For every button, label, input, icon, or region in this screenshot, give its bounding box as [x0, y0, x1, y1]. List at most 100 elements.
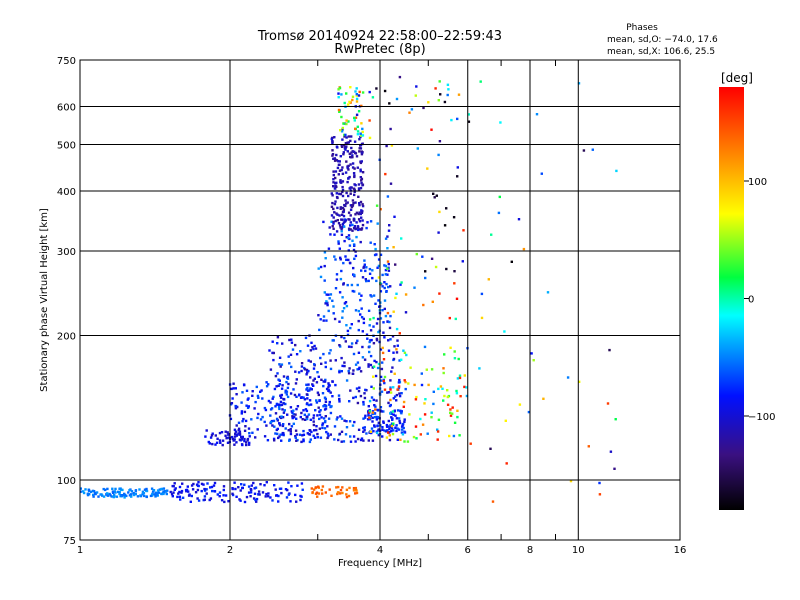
- echo-point: [457, 93, 461, 96]
- echo-point: [443, 394, 446, 398]
- echo-point: [305, 383, 308, 386]
- echo-point: [254, 486, 258, 489]
- echo-point: [421, 423, 425, 426]
- echo-point: [339, 192, 343, 196]
- echo-point: [338, 400, 341, 403]
- echo-point: [343, 225, 346, 228]
- echo-point: [266, 439, 270, 442]
- echo-point: [269, 368, 273, 371]
- echo-point: [196, 488, 200, 492]
- echo-point: [363, 396, 367, 400]
- echo-point: [334, 170, 338, 173]
- echo-point: [373, 424, 376, 427]
- echo-point: [349, 440, 353, 443]
- echo-point: [220, 499, 224, 502]
- echo-point: [348, 218, 351, 221]
- echo-point: [391, 417, 394, 420]
- echo-point: [209, 486, 212, 489]
- echo-point: [355, 94, 358, 97]
- echo-point: [387, 401, 390, 405]
- echo-point: [304, 418, 307, 421]
- echo-point: [360, 294, 363, 297]
- echo-point: [348, 100, 351, 104]
- echo-point: [173, 488, 176, 491]
- echo-point: [342, 144, 346, 147]
- echo-point: [372, 398, 375, 402]
- echo-point: [392, 357, 396, 361]
- echo-point: [330, 205, 334, 208]
- echo-point: [285, 380, 288, 384]
- echo-point: [353, 273, 356, 277]
- echo-point: [351, 372, 355, 375]
- echo-point: [289, 406, 293, 409]
- echo-point: [309, 387, 312, 390]
- echo-point: [517, 218, 521, 221]
- echo-point: [102, 487, 105, 491]
- echo-point: [343, 336, 346, 340]
- echo-point: [354, 440, 357, 443]
- echo-point: [271, 351, 274, 355]
- echo-point: [412, 435, 416, 439]
- echo-point: [312, 417, 315, 420]
- echo-point: [360, 134, 363, 137]
- echo-point: [240, 401, 243, 404]
- echo-point: [209, 436, 213, 439]
- echo-point: [530, 352, 533, 355]
- echo-point: [360, 437, 364, 440]
- echo-point: [269, 496, 272, 499]
- echo-point: [280, 387, 284, 390]
- echo-point: [281, 424, 285, 428]
- echo-point: [319, 318, 322, 321]
- echo-point: [128, 494, 132, 497]
- echo-point: [359, 147, 363, 150]
- echo-point: [388, 320, 391, 324]
- echo-point: [268, 349, 271, 352]
- echo-point: [408, 413, 411, 416]
- echo-point: [345, 493, 348, 496]
- echo-point: [334, 176, 337, 180]
- echo-point: [358, 203, 361, 207]
- echo-point: [390, 416, 393, 419]
- echo-point: [427, 383, 430, 387]
- echo-point: [381, 346, 384, 350]
- echo-point: [294, 435, 297, 438]
- echo-point: [260, 389, 263, 392]
- echo-point: [280, 363, 284, 366]
- y-tick-label: 75: [63, 536, 76, 547]
- echo-point: [356, 361, 360, 364]
- echo-point: [338, 214, 341, 217]
- echo-point: [279, 400, 283, 404]
- echo-point: [286, 413, 289, 416]
- echo-point: [453, 357, 457, 360]
- echo-point: [379, 375, 383, 379]
- x-tick-label: 8: [527, 545, 533, 556]
- echo-point: [165, 492, 168, 496]
- echo-point: [235, 424, 238, 427]
- echo-point: [372, 430, 375, 433]
- echo-point: [221, 439, 225, 442]
- echo-point: [384, 237, 388, 240]
- echo-point: [267, 492, 270, 495]
- echo-point: [341, 128, 344, 131]
- echo-point: [301, 418, 304, 421]
- echo-point: [157, 491, 161, 494]
- echo-point: [398, 378, 401, 382]
- echo-point: [353, 190, 356, 193]
- echo-point: [400, 431, 404, 434]
- echo-point: [220, 431, 224, 434]
- echo-point: [316, 436, 319, 439]
- echo-point: [305, 388, 308, 391]
- x-tick-label: 6: [465, 545, 471, 556]
- echo-point: [385, 144, 388, 148]
- echo-point: [305, 409, 309, 413]
- echo-point: [335, 185, 338, 188]
- echo-point: [362, 321, 366, 325]
- echo-point: [479, 80, 482, 83]
- echo-point: [330, 494, 333, 497]
- echo-point: [348, 244, 352, 247]
- echo-point: [210, 485, 214, 489]
- echo-point: [305, 417, 309, 421]
- echo-point: [331, 201, 334, 205]
- echo-point: [233, 443, 236, 446]
- echo-point: [200, 489, 203, 493]
